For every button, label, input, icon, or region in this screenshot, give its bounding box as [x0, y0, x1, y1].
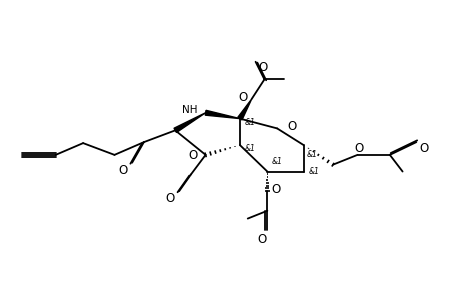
Text: O: O — [119, 164, 128, 177]
Text: O: O — [420, 143, 429, 156]
Text: O: O — [258, 233, 267, 246]
Text: O: O — [287, 120, 296, 133]
Text: &1: &1 — [307, 150, 317, 159]
Text: O: O — [272, 183, 281, 196]
Text: &1: &1 — [245, 143, 256, 153]
Text: &1: &1 — [309, 167, 319, 176]
Text: O: O — [355, 141, 364, 154]
Text: &1: &1 — [245, 118, 256, 127]
Text: NH: NH — [182, 105, 198, 115]
Text: O: O — [166, 192, 175, 206]
Text: &1: &1 — [271, 157, 282, 166]
Text: O: O — [188, 149, 198, 162]
Text: O: O — [238, 91, 247, 104]
Polygon shape — [205, 110, 240, 119]
Text: O: O — [259, 61, 268, 74]
Polygon shape — [174, 113, 206, 132]
Polygon shape — [238, 99, 252, 120]
